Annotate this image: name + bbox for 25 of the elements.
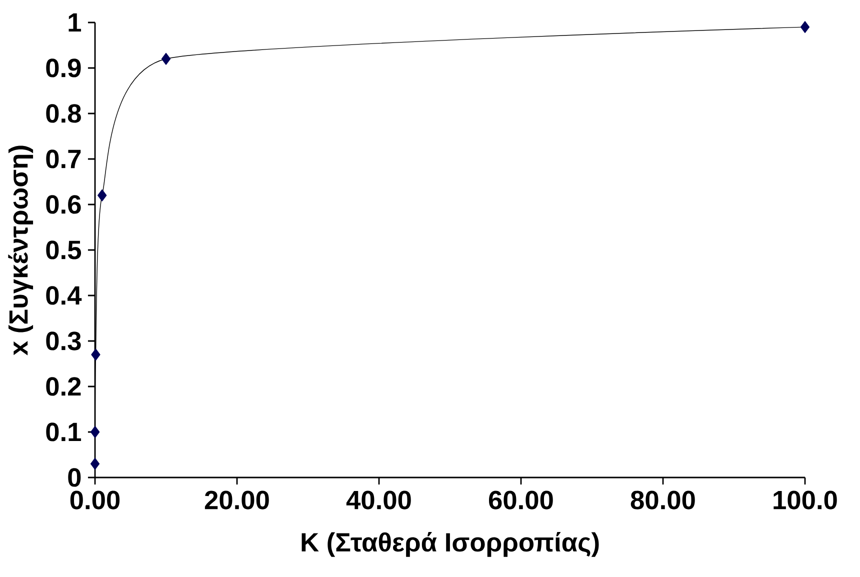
y-tick-label: 0.6 — [46, 194, 81, 214]
y-tick-label: 0.8 — [46, 104, 81, 123]
y-tick-label: 0.2 — [46, 376, 81, 396]
x-tick-label: 20.00 — [204, 490, 269, 510]
x-axis-title: K (Σταθερά Ισορροπίας) — [302, 532, 599, 557]
y-tick-label: 0.1 — [46, 422, 82, 442]
point — [90, 426, 100, 438]
y-tick-label: 0.9 — [46, 58, 81, 78]
point — [800, 20, 810, 33]
point — [161, 52, 171, 65]
point — [98, 189, 107, 202]
x-tick-label: 60.00 — [488, 490, 553, 510]
y-axis-title: x (Συγκέντρωση) — [8, 146, 34, 356]
y-tick-label: 1 — [68, 13, 82, 32]
x-tick-label: 80.00 — [630, 490, 695, 510]
point — [91, 348, 100, 360]
y-tick-label: 0.3 — [46, 331, 81, 350]
y-tick-label: 0.7 — [46, 149, 81, 168]
y-tick-label: 0.4 — [46, 286, 82, 305]
y-tick-label: 0 — [68, 468, 81, 487]
y-tick-label: 0.5 — [46, 240, 82, 260]
x-tick-label: 100.0 — [774, 490, 837, 510]
x-tick-label: 0.00 — [70, 490, 120, 510]
point — [90, 458, 100, 470]
x-tick-label: 40.00 — [346, 490, 411, 510]
